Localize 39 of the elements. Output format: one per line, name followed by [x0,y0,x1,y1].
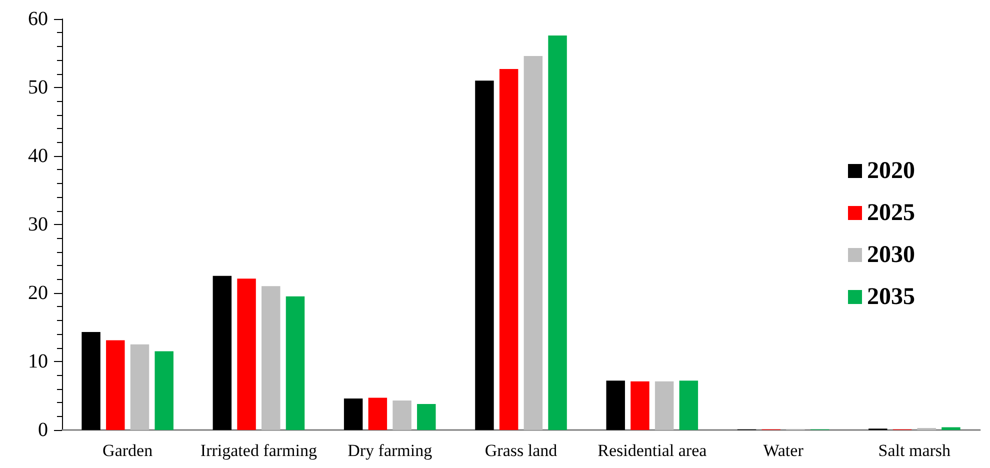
y-tick-label: 10 [28,350,48,372]
bar [154,351,174,430]
x-tick-label: Grass land [484,441,558,460]
bar [548,35,567,430]
legend-label: 2025 [867,200,915,226]
x-tick-label: Dry farming [348,441,433,460]
x-tick-label: Irrigated farming [200,441,318,460]
bar [82,332,100,430]
bar [942,427,960,430]
x-tick-label: Residential area [598,441,708,460]
bar [344,398,363,430]
bar [262,286,280,430]
bar [475,80,494,430]
legend-label: 2020 [867,158,915,184]
y-tick-label: 20 [28,282,48,304]
bar [286,296,305,430]
y-tick-label: 0 [38,419,48,441]
x-tick-label: Garden [102,441,154,460]
y-tick-label: 60 [28,8,48,30]
legend-label: 2030 [867,242,915,268]
bar [237,278,256,430]
bar [679,380,698,430]
bar [392,400,412,430]
x-tick-label: Water [763,441,804,460]
x-tick-label: Salt marsh [878,441,952,460]
bar [630,381,650,430]
bar [212,276,232,430]
bar [499,69,518,430]
bar [654,381,674,430]
bar [130,344,150,430]
y-tick-label: 50 [28,76,48,98]
bar [368,398,388,430]
y-tick-label: 40 [28,145,48,167]
bar [106,340,125,430]
bar [606,380,625,430]
y-tick-label: 30 [28,214,48,236]
bar [524,56,543,430]
bar [417,404,436,430]
legend-label: 2035 [867,284,915,310]
